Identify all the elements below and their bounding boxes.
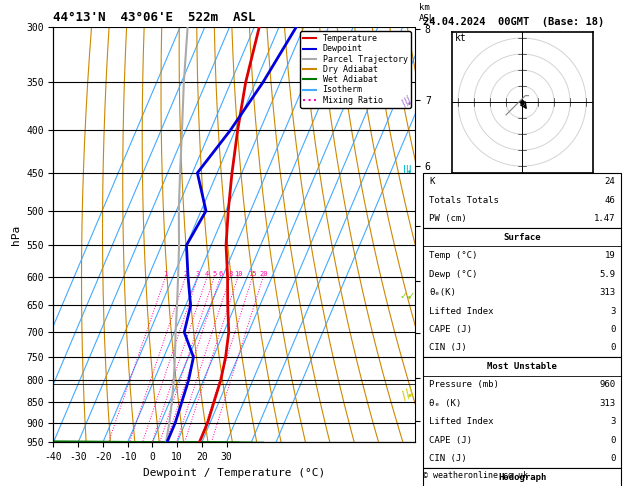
Text: 0: 0: [610, 325, 616, 334]
Text: 960: 960: [599, 381, 616, 389]
Text: CAPE (J): CAPE (J): [429, 436, 472, 445]
Text: kt: kt: [455, 33, 467, 43]
Text: Lifted Index: Lifted Index: [429, 417, 494, 426]
Text: 46: 46: [604, 196, 616, 205]
Text: ///: ///: [401, 95, 415, 109]
Text: Totals Totals: Totals Totals: [429, 196, 499, 205]
Text: Dewp (°C): Dewp (°C): [429, 270, 477, 278]
Text: 24.04.2024  00GMT  (Base: 18): 24.04.2024 00GMT (Base: 18): [423, 17, 604, 27]
Text: LCL: LCL: [422, 380, 438, 388]
Text: 24: 24: [604, 177, 616, 186]
Text: θₑ(K): θₑ(K): [429, 288, 456, 297]
Text: Hodograph: Hodograph: [498, 473, 547, 482]
Text: Surface: Surface: [504, 233, 541, 242]
Text: Pressure (mb): Pressure (mb): [429, 381, 499, 389]
Text: •: •: [407, 295, 412, 303]
Text: PW (cm): PW (cm): [429, 214, 467, 223]
Text: 0: 0: [610, 344, 616, 352]
Text: 3: 3: [610, 417, 616, 426]
Text: 44°13'N  43°06'E  522m  ASL: 44°13'N 43°06'E 522m ASL: [53, 11, 256, 24]
Text: •: •: [406, 391, 413, 401]
Text: 5.9: 5.9: [599, 270, 616, 278]
Text: 19: 19: [604, 251, 616, 260]
Text: 15: 15: [248, 271, 257, 277]
Text: 0: 0: [610, 454, 616, 463]
Text: Lifted Index: Lifted Index: [429, 307, 494, 315]
Text: III: III: [403, 165, 412, 175]
Text: 313: 313: [599, 288, 616, 297]
Text: ✓✓: ✓✓: [399, 292, 416, 301]
Text: CAPE (J): CAPE (J): [429, 325, 472, 334]
Text: Temp (°C): Temp (°C): [429, 251, 477, 260]
Legend: Temperature, Dewpoint, Parcel Trajectory, Dry Adiabat, Wet Adiabat, Isotherm, Mi: Temperature, Dewpoint, Parcel Trajectory…: [300, 31, 411, 108]
Text: 3: 3: [196, 271, 200, 277]
FancyBboxPatch shape: [423, 468, 621, 486]
Text: km
ASL: km ASL: [419, 3, 435, 22]
Text: 8: 8: [228, 271, 232, 277]
FancyBboxPatch shape: [423, 173, 621, 228]
Text: © weatheronline.co.uk: © weatheronline.co.uk: [423, 471, 528, 480]
Text: θₑ (K): θₑ (K): [429, 399, 462, 408]
Text: 10: 10: [234, 271, 242, 277]
Text: ///: ///: [399, 385, 416, 402]
Text: CIN (J): CIN (J): [429, 454, 467, 463]
Text: 2: 2: [184, 271, 188, 277]
Text: 1: 1: [164, 271, 168, 277]
Text: Mixing Ratio (g/kg): Mixing Ratio (g/kg): [506, 187, 515, 282]
X-axis label: Dewpoint / Temperature (°C): Dewpoint / Temperature (°C): [143, 468, 325, 478]
Text: •: •: [407, 168, 412, 177]
Text: 5: 5: [212, 271, 216, 277]
Text: Most Unstable: Most Unstable: [487, 362, 557, 371]
Text: 20: 20: [259, 271, 267, 277]
Text: 313: 313: [599, 399, 616, 408]
Y-axis label: hPa: hPa: [11, 225, 21, 244]
Text: •: •: [407, 100, 412, 109]
Text: 3: 3: [610, 307, 616, 315]
Text: 0: 0: [610, 436, 616, 445]
Text: CIN (J): CIN (J): [429, 344, 467, 352]
Text: 4: 4: [205, 271, 209, 277]
FancyBboxPatch shape: [423, 228, 621, 357]
FancyBboxPatch shape: [423, 357, 621, 468]
Text: 6: 6: [218, 271, 223, 277]
Text: 1.47: 1.47: [594, 214, 616, 223]
Text: K: K: [429, 177, 435, 186]
